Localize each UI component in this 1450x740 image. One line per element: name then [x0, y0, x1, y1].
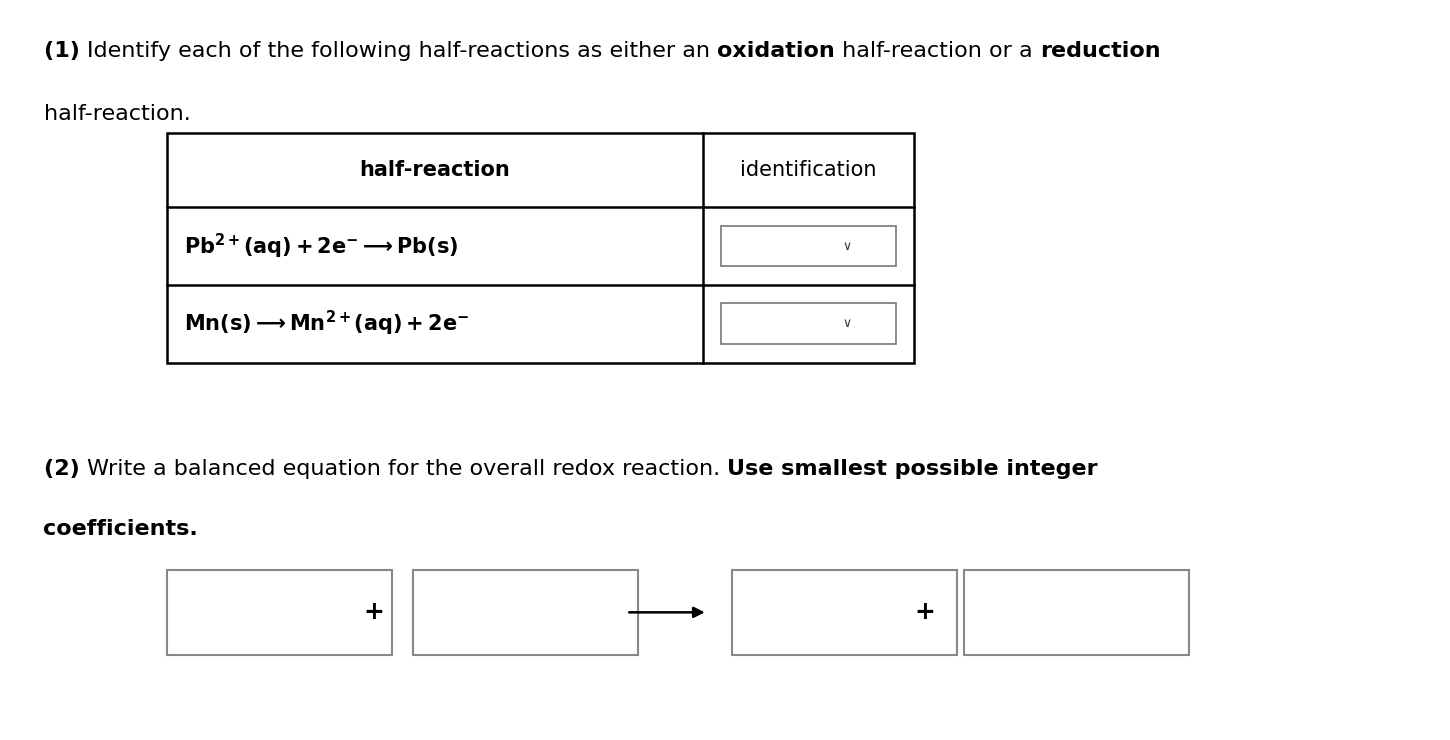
Text: ∨: ∨	[842, 240, 851, 252]
Text: Write a balanced equation for the overall redox reaction.: Write a balanced equation for the overal…	[87, 459, 728, 479]
Text: coefficients.: coefficients.	[44, 519, 199, 539]
Text: half-reaction or a: half-reaction or a	[835, 41, 1040, 61]
Text: (1): (1)	[44, 41, 87, 61]
Bar	[721, 303, 896, 344]
Text: reduction: reduction	[1040, 41, 1160, 61]
Bar	[167, 133, 914, 363]
Text: Identify each of the following half-reactions as either an: Identify each of the following half-reac…	[87, 41, 718, 61]
Text: identification: identification	[740, 160, 877, 181]
Text: ∨: ∨	[842, 317, 851, 330]
Text: oxidation: oxidation	[718, 41, 835, 61]
Bar	[721, 226, 896, 266]
Text: (2): (2)	[44, 459, 87, 479]
Text: Use smallest possible integer: Use smallest possible integer	[728, 459, 1098, 479]
Bar	[413, 570, 638, 655]
Text: half-reaction: half-reaction	[360, 160, 510, 181]
Bar	[167, 570, 392, 655]
Text: half-reaction.: half-reaction.	[44, 104, 190, 124]
Text: +: +	[915, 600, 935, 625]
Text: $\mathbf{Pb^{2+}(aq) + 2e^{-}{\longrightarrow}Pb(s)}$: $\mathbf{Pb^{2+}(aq) + 2e^{-}{\longright…	[184, 232, 458, 260]
Bar	[964, 570, 1189, 655]
Bar	[732, 570, 957, 655]
Text: $\mathbf{Mn(s){\longrightarrow}Mn^{2+}(aq) + 2e^{-}}$: $\mathbf{Mn(s){\longrightarrow}Mn^{2+}(a…	[184, 309, 470, 338]
Text: +: +	[364, 600, 384, 625]
